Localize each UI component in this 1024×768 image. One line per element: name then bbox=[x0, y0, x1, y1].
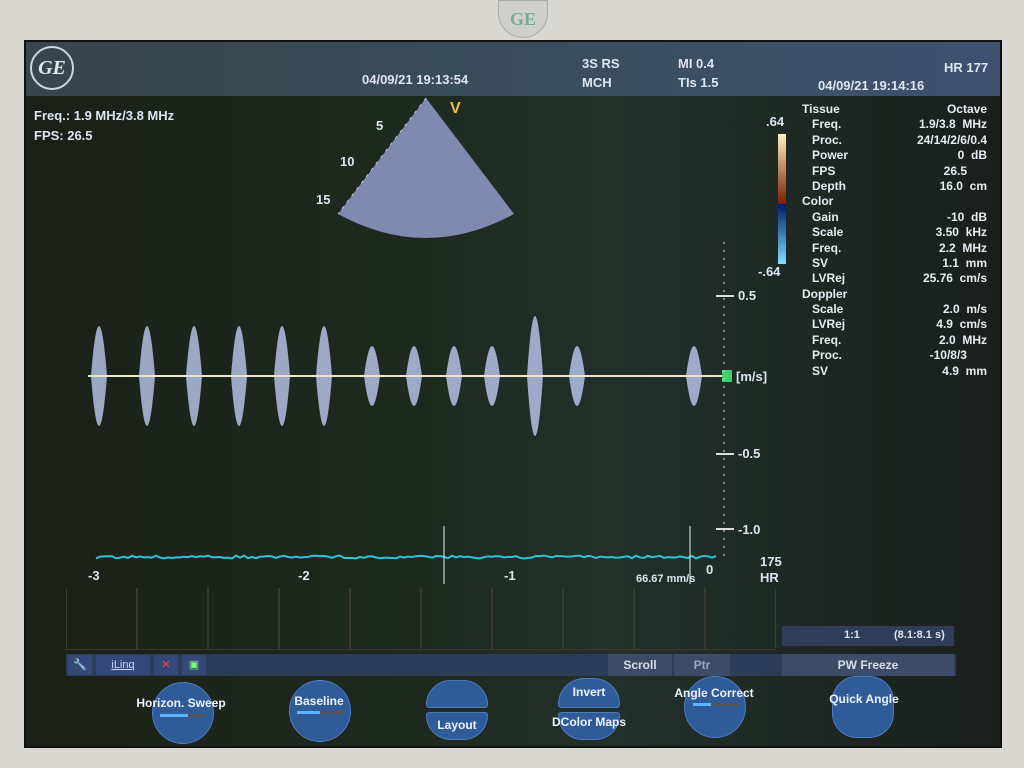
param-row: LVRej 4.9 cm/s bbox=[802, 317, 992, 332]
time-tick-0: 0 bbox=[706, 562, 713, 577]
ecg-trace bbox=[96, 556, 716, 559]
param-key: Scale bbox=[812, 225, 843, 239]
param-value: Octave bbox=[892, 102, 987, 116]
param-key: Freq. bbox=[812, 333, 841, 347]
pw-freeze-button[interactable]: PW Freeze bbox=[782, 654, 954, 676]
velocity-tick-0.5: 0.5 bbox=[738, 288, 756, 303]
angle-correct-slider[interactable] bbox=[693, 703, 739, 706]
parameter-panel: Tissue Octave Freq. 1.9/3.8 MHz Proc. 24/14/2… bbox=[802, 102, 992, 379]
param-key: SV bbox=[812, 364, 828, 378]
param-value: 2.0 MHz bbox=[892, 333, 987, 347]
color-scale-max: .64 bbox=[766, 114, 784, 129]
param-key: Tissue bbox=[802, 102, 840, 116]
printer-icon[interactable]: ▣ bbox=[182, 655, 206, 675]
param-value: -10/8/3 bbox=[892, 348, 987, 362]
quick-angle-knob[interactable] bbox=[832, 676, 894, 738]
param-key: Freq. bbox=[812, 241, 841, 255]
hr-label: HR bbox=[760, 570, 779, 585]
param-value: -10 dB bbox=[892, 210, 987, 224]
param-key: Power bbox=[812, 148, 848, 162]
velocity-unit: [m/s] bbox=[736, 369, 767, 384]
param-key: Proc. bbox=[812, 348, 842, 362]
param-key: Depth bbox=[812, 179, 846, 193]
param-value: 2.2 MHz bbox=[892, 241, 987, 255]
cine-grid bbox=[66, 588, 776, 650]
param-row: Depth 16.0 cm bbox=[802, 179, 992, 194]
ge-bezel-logo: GE bbox=[498, 0, 548, 38]
wrench-icon[interactable]: 🔧 bbox=[68, 655, 92, 675]
ultrasound-screen: GE 04/09/21 19:13:54 3S RS MCH MI 0.4 TI… bbox=[24, 40, 1002, 748]
horizon-sweep-label: Horizon. Sweep bbox=[136, 696, 225, 710]
param-key: Freq. bbox=[812, 117, 841, 131]
baseline-label: Baseline bbox=[294, 694, 343, 708]
param-key: Color bbox=[802, 194, 833, 208]
param-key: FPS bbox=[812, 164, 835, 178]
color-bar-positive bbox=[778, 134, 786, 204]
param-row: Color bbox=[802, 194, 992, 209]
velocity-tick--0.5: -0.5 bbox=[738, 446, 760, 461]
time-tick--2: -2 bbox=[298, 568, 310, 583]
param-row: Proc. 24/14/2/6/0.4 bbox=[802, 133, 992, 148]
param-key: LVRej bbox=[812, 271, 845, 285]
param-value: 4.9 cm/s bbox=[892, 317, 987, 331]
horizon-sweep-slider[interactable] bbox=[160, 714, 206, 717]
horizon-sweep-knob[interactable] bbox=[152, 682, 214, 744]
dcolor-maps-label: DColor Maps bbox=[552, 715, 626, 729]
invert-label: Invert bbox=[573, 685, 606, 699]
param-row: Freq. 1.9/3.8 MHz bbox=[802, 117, 992, 132]
sector-image bbox=[338, 98, 514, 238]
scroll-button[interactable]: Scroll bbox=[608, 654, 672, 676]
param-row: Freq. 2.2 MHz bbox=[802, 241, 992, 256]
param-value: 4.9 mm bbox=[892, 364, 987, 378]
param-row: Scale 3.50 kHz bbox=[802, 225, 992, 240]
param-row: Proc. -10/8/3 bbox=[802, 348, 992, 363]
param-value: 3.50 kHz bbox=[892, 225, 987, 239]
param-value: 2.0 m/s bbox=[892, 302, 987, 316]
iling-button[interactable]: iLinq bbox=[96, 655, 150, 675]
color-bar-negative bbox=[778, 204, 786, 264]
param-key: Gain bbox=[812, 210, 839, 224]
param-row: SV 4.9 mm bbox=[802, 364, 992, 379]
param-value: 1.1 mm bbox=[892, 256, 987, 270]
param-value: 0 dB bbox=[892, 148, 987, 162]
angle-correct-label: Angle Correct bbox=[674, 686, 753, 700]
param-key: SV bbox=[812, 256, 828, 270]
param-row: FPS 26.5 bbox=[802, 164, 992, 179]
cine-bar[interactable]: 1:1 (8.1:8.1 s) bbox=[782, 626, 954, 646]
depth-label-5: 5 bbox=[376, 118, 383, 133]
baseline-slider[interactable] bbox=[297, 711, 343, 714]
time-tick--1: -1 bbox=[504, 568, 516, 583]
param-value: 16.0 cm bbox=[892, 179, 987, 193]
param-row: Freq. 2.0 MHz bbox=[802, 333, 992, 348]
ptr-button[interactable]: Ptr bbox=[674, 654, 730, 676]
param-value: 24/14/2/6/0.4 bbox=[892, 133, 987, 147]
depth-label-15: 15 bbox=[316, 192, 330, 207]
network-disconnected-icon[interactable]: ✕ bbox=[154, 655, 178, 675]
param-value: 1.9/3.8 MHz bbox=[892, 117, 987, 131]
param-row: Doppler bbox=[802, 287, 992, 302]
param-row: SV 1.1 mm bbox=[802, 256, 992, 271]
param-row: Power 0 dB bbox=[802, 148, 992, 163]
cine-ratio: 1:1 bbox=[844, 629, 860, 641]
param-key: Scale bbox=[812, 302, 843, 316]
param-value: 25.76 cm/s bbox=[892, 271, 987, 285]
sector-marker: V bbox=[450, 100, 461, 118]
velocity-tick--1.0: -1.0 bbox=[738, 522, 760, 537]
param-row: Tissue Octave bbox=[802, 102, 992, 117]
param-key: Doppler bbox=[802, 287, 847, 301]
param-key: Proc. bbox=[812, 133, 842, 147]
layout-label: Layout bbox=[437, 718, 476, 732]
param-value: 26.5 bbox=[892, 164, 987, 178]
param-key: LVRej bbox=[812, 317, 845, 331]
hr-value: 175 bbox=[760, 554, 782, 569]
cine-range: (8.1:8.1 s) bbox=[894, 629, 945, 641]
param-row: Scale 2.0 m/s bbox=[802, 302, 992, 317]
depth-label-10: 10 bbox=[340, 154, 354, 169]
param-row: Gain -10 dB bbox=[802, 210, 992, 225]
color-scale-min: -.64 bbox=[758, 264, 780, 279]
time-tick--3: -3 bbox=[88, 568, 100, 583]
sweep-speed: 66.67 mm/s bbox=[636, 573, 695, 585]
quick-angle-label: Quick Angle bbox=[829, 692, 899, 706]
param-row: LVRej 25.76 cm/s bbox=[802, 271, 992, 286]
